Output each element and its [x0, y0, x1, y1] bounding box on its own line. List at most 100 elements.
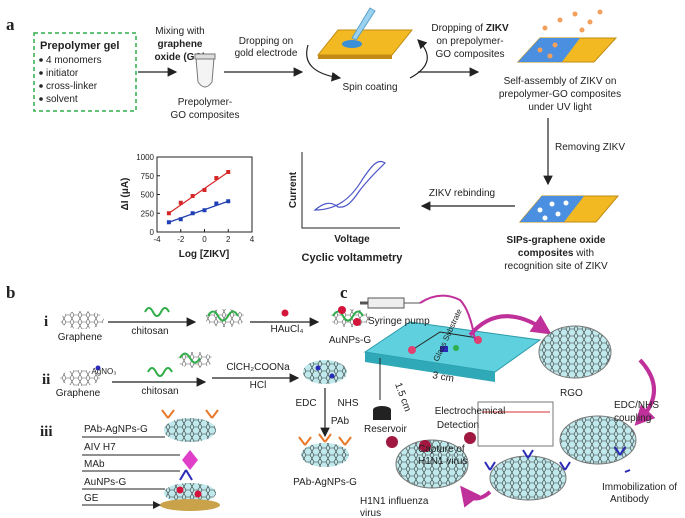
spin-slide [306, 7, 428, 82]
x-tick-label: 0 [202, 235, 207, 244]
data-point [166, 220, 171, 225]
x-tick-label: 4 [250, 235, 255, 244]
label: virus [360, 508, 381, 518]
label: MAb [84, 459, 105, 470]
step-text: GO composites [171, 110, 240, 121]
reaction-ii [60, 352, 352, 467]
data-point [226, 170, 231, 174]
x-axis-label: Voltage [334, 234, 370, 245]
label: PAb-AgNPs-G [84, 424, 148, 435]
y-axis-label: ΔI (μA) [120, 178, 131, 211]
prepolymer-list: 4 monomers initiator cross-linker solven… [39, 55, 102, 105]
panel-label: b [6, 283, 15, 302]
x-axis-label: Log [ZIKV] [179, 249, 230, 260]
label: Capture of [418, 444, 465, 455]
cv-curve [313, 160, 386, 211]
sensor-stack [82, 409, 220, 511]
step-text: Prepolymer- [178, 97, 232, 108]
rgo-cluster [386, 325, 656, 508]
step-text: under UV light [528, 102, 592, 113]
data-point [226, 199, 231, 204]
label: 3 cm [431, 370, 454, 385]
data-point [190, 194, 195, 198]
text-part: Dropping of [431, 23, 483, 34]
bullet [39, 84, 43, 88]
label: Syringe pump [368, 316, 430, 327]
label: Reservoir [364, 424, 407, 435]
y-tick-label: 250 [141, 209, 155, 218]
data-point [178, 200, 183, 205]
step-text: Dropping of ZIKV [431, 23, 509, 34]
caption: Cyclic voltammetry [302, 252, 404, 264]
label: ClCH₂COONa [226, 362, 290, 373]
data-point [214, 176, 219, 180]
slide-zikv [516, 9, 618, 63]
data-point [214, 201, 219, 206]
step-text: Spin coating [342, 82, 397, 93]
prepolymer-title: Prepolymer gel [40, 40, 119, 52]
text-part: ZIKV [486, 23, 509, 34]
label: RGO [560, 388, 583, 399]
axes [156, 156, 253, 233]
label: AIV H7 [84, 442, 116, 453]
step-text: SIPs-graphene oxide [507, 235, 606, 246]
fit-line [168, 171, 229, 214]
label: Antibody [610, 494, 649, 505]
step-text: Mixing with [155, 26, 204, 37]
data-point [166, 211, 171, 216]
bullet [39, 97, 43, 101]
text-part: with [575, 248, 594, 259]
data-point [202, 208, 207, 213]
bullet [39, 58, 43, 62]
list-item: cross-linker [46, 81, 98, 92]
axes [301, 152, 400, 229]
label: AuNPs-G [84, 477, 126, 488]
step-text: Dropping on [239, 36, 293, 47]
prepolymer-box [33, 32, 137, 112]
bullet [39, 71, 43, 75]
list-item: solvent [46, 94, 78, 105]
label: 1.5 cm [392, 381, 413, 413]
list-item: 4 monomers [46, 55, 102, 66]
x-tick-label: 2 [226, 235, 231, 244]
list-item: initiator [46, 68, 79, 79]
label: PAb [331, 416, 350, 427]
label: Immobilization of [602, 482, 677, 493]
label: GE [84, 493, 99, 504]
x-tick-label: -2 [177, 235, 185, 244]
label: chitosan [131, 326, 168, 337]
label: Graphene [58, 332, 103, 343]
label: chitosan [141, 386, 178, 397]
text-part: composites [518, 248, 574, 259]
panel-label: a [6, 15, 15, 34]
step-text: recognition site of ZIKV [504, 261, 608, 272]
label: HAuCl₄ [271, 324, 304, 335]
device [360, 294, 552, 420]
label: H1N1 influenza [360, 496, 429, 507]
x-tick-label: -4 [153, 235, 161, 244]
step-text: composites with [518, 248, 594, 259]
row-label: i [44, 314, 48, 330]
label: Detection [437, 420, 479, 431]
data-point [190, 211, 195, 216]
step-text: gold electrode [235, 48, 298, 59]
label: coupling [614, 413, 651, 424]
step-text: oxide (GO) [154, 52, 205, 63]
data-point [178, 217, 183, 222]
row-label: ii [42, 372, 50, 388]
y-tick-label: 750 [141, 172, 155, 181]
label: HCl [250, 380, 267, 391]
label: H1N1 virus [418, 456, 467, 467]
fit-line [168, 200, 229, 223]
label: Graphene [56, 388, 101, 399]
panel-label: c [340, 283, 348, 302]
step-text: Self-assembly of ZIKV on [504, 76, 617, 87]
step-text: graphene [157, 39, 202, 50]
data-point [202, 188, 207, 192]
y-axis-label: Current [288, 171, 299, 208]
label: EDC [295, 398, 316, 409]
reaction-i [60, 306, 370, 329]
step-text: ZIKV rebinding [429, 188, 495, 199]
label: AgNO₃ [91, 367, 116, 376]
